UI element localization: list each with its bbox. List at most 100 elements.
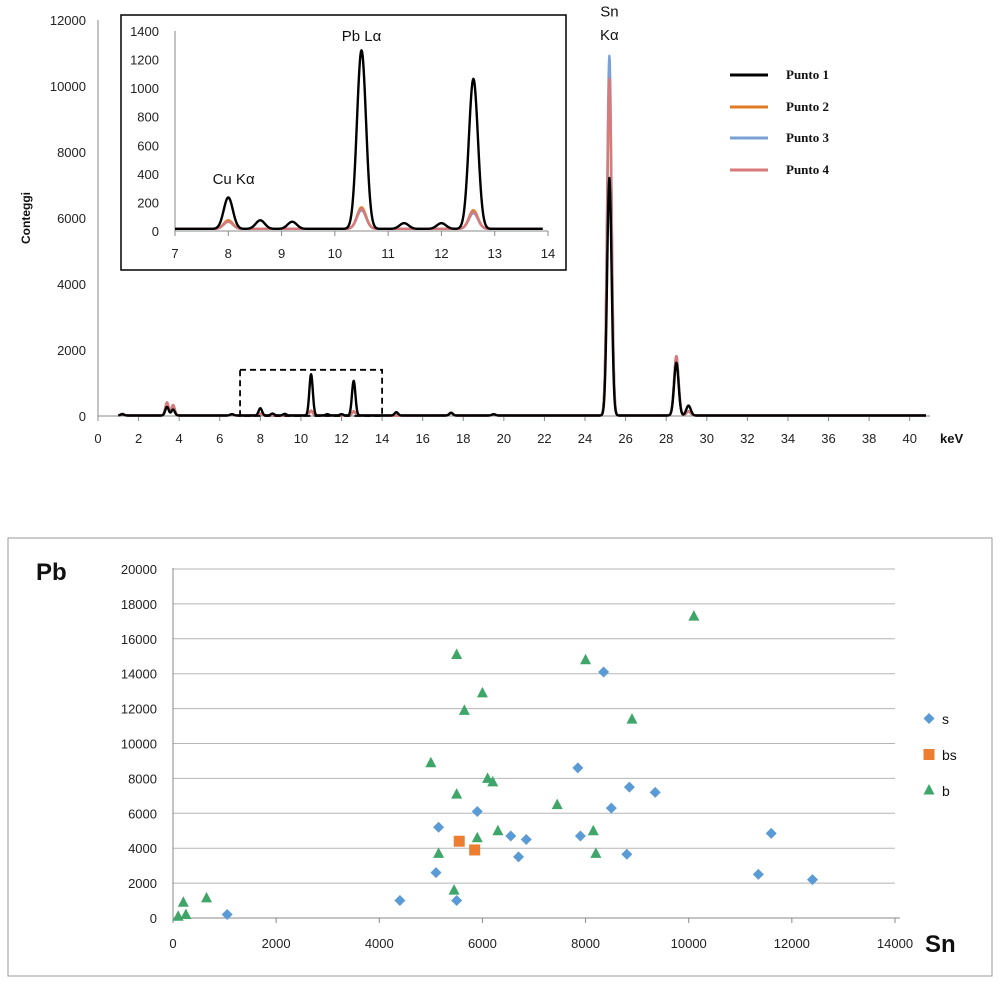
scatter-x-tick-label: 2000 [262,936,291,951]
inset-x-tick-label: 14 [541,246,555,261]
scatter-point-s [433,821,445,833]
spectrum-x-tick-label: 10 [294,431,308,446]
scatter-point-b [492,824,504,836]
inset-x-tick-label: 7 [171,246,178,261]
scatter-y-tick-label: 20000 [121,562,157,577]
scatter-frame [7,537,993,977]
scatter-point-s [513,851,525,863]
inset-line-punto-4 [174,207,544,231]
spectrum-x-tick-label: 4 [176,431,183,446]
scatter-point-s [572,762,584,774]
scatter-y-tick-label: 2000 [128,876,157,891]
scatter-point-s [221,909,233,921]
scatter-point-b [487,775,499,787]
scatter-point-s [430,867,442,879]
scatter-y-tick-label: 0 [150,911,157,926]
scatter-x-tick-label: 10000 [671,936,707,951]
spectrum-y-tick-label: 6000 [57,211,86,226]
scatter-point-b [425,756,437,768]
inset-y-tick-label: 800 [137,110,159,125]
scatter-points [172,610,818,921]
spectrum-x-tick-label: 8 [257,431,264,446]
sn-k-alpha-label: Kα [600,27,619,44]
inset-x-tick-label: 8 [225,246,232,261]
scatter-point-b [688,610,700,621]
scatter-point-b [177,896,189,907]
scatter-y-tick-label: 4000 [128,841,157,856]
spectrum-x-tick-label: 26 [618,431,632,446]
scatter-point-s [623,781,635,793]
spectrum-x-tick-label: 18 [456,431,470,446]
spectrum-y-label: Conteggi [19,192,33,244]
legend-label-punto-1: Punto 1 [786,67,829,82]
pb-l-alpha-label: Pb Lα [342,28,382,45]
spectrum-x-tick-label: 40 [902,431,916,446]
spectrum-x-tick-label: 0 [94,431,101,446]
spectrum-y-tick-label: 8000 [57,145,86,160]
scatter-point-s [765,827,777,839]
spectrum-x-ticks: 0 2 4 6 8 10 12 14 16 18 20 22 24 26 28 30 32 34 36 38 40 [94,416,917,446]
legend-label-bs: bs [942,747,957,763]
scatter-y-tick-label: 14000 [121,667,157,682]
spectrum-x-label: keV [940,431,963,446]
spectrum-x-tick-label: 14 [375,431,389,446]
inset-x-tick-label: 9 [278,246,285,261]
spectrum-x-tick-label: 38 [862,431,876,446]
scatter-point-s [752,868,764,880]
inset-x-tick-label: 12 [434,246,448,261]
scatter-point-s [621,848,633,860]
scatter-x-tick-label: 12000 [774,936,810,951]
scatter-point-b [482,772,494,783]
spectrum-x-tick-label: 16 [415,431,429,446]
scatter-point-s [451,895,463,907]
inset-y-tick-label: 1400 [130,24,159,39]
scatter-point-b [451,788,463,799]
spectrum-legend: Punto 1 Punto 2 Punto 3 Punto 4 [730,67,829,177]
scatter-y-label: Pb [36,559,67,586]
spectrum-x-tick-label: 12 [334,431,348,446]
scatter-x-tick-label: 6000 [468,936,497,951]
cu-k-alpha-label: Cu Kα [213,171,255,188]
spectrum-x-tick-label: 24 [578,431,592,446]
inset-y-tick-label: 1200 [130,53,159,68]
scatter-point-s [806,874,818,886]
spectrum-x-tick-label: 28 [659,431,673,446]
spectrum-x-tick-label: 36 [821,431,835,446]
scatter-point-b [626,713,638,724]
spectrum-x-tick-label: 32 [740,431,754,446]
scatter-point-b [476,686,488,698]
inset-series [174,49,544,231]
scatter-point-b [587,824,599,836]
scatter-legend: s bs b [923,711,957,799]
legend-marker-b [923,784,935,795]
inset-line-punto-1 [174,49,544,231]
scatter-y-tick-label: 6000 [128,806,157,821]
legend-label-punto-3: Punto 3 [786,130,829,145]
scatter-y-tick-label: 8000 [128,771,157,786]
scatter-point-b [458,704,470,715]
inset-x-ticks: 7 8 9 10 11 12 13 14 [171,231,555,261]
scatter-point-s [505,830,517,842]
scatter-point-s [394,895,406,907]
inset-y-tick-label: 0 [152,224,159,239]
zoom-region-box [239,368,383,417]
legend-label-punto-2: Punto 2 [786,99,829,114]
scatter-y-tick-label: 16000 [121,632,157,647]
scatter-point-b [201,891,213,903]
legend-label-punto-4: Punto 4 [786,162,829,177]
scatter-x-label: Sn [925,931,956,958]
scatter-x-tick-label: 4000 [365,936,394,951]
spectrum-x-tick-label: 20 [497,431,511,446]
inset-y-tick-label: 200 [137,195,159,210]
scatter-point-s [520,833,532,845]
scatter-point-s [649,786,661,798]
scatter-point-bs [453,835,465,847]
scatter-point-bs [469,844,481,856]
inset-x-tick-label: 13 [487,246,501,261]
inset-x-tick-label: 10 [328,246,342,261]
spectrum-series [117,54,927,417]
legend-marker-s [923,713,935,724]
